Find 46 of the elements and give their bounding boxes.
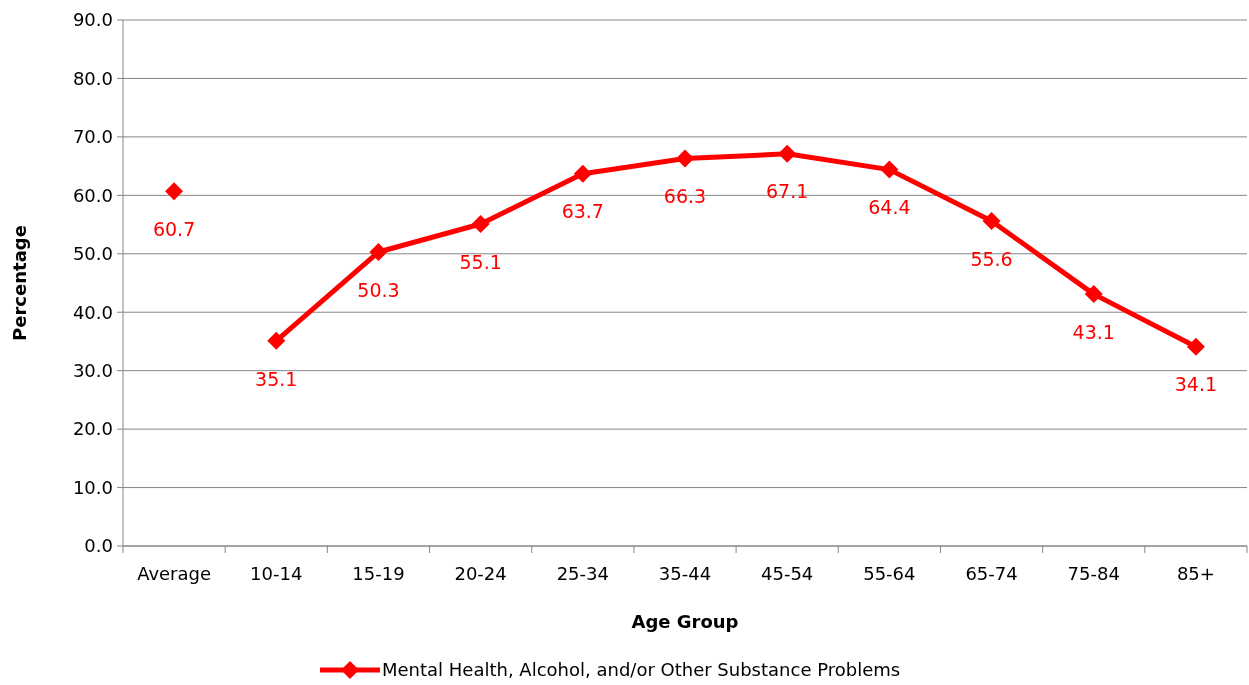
x-tick-label: Average [137,563,212,584]
point [880,160,899,179]
y-tick-label: 30.0 [72,359,113,381]
data-label: 63.7 [561,200,604,223]
x-tick-label: 55-64 [863,563,916,584]
point [165,182,184,201]
legend-label: Mental Health, Alcohol, and/or Other Substance Problems [382,659,901,681]
y-tick-label: 40.0 [72,301,113,323]
data-label: 66.3 [663,185,707,208]
y-tick-label: 0.0 [84,535,113,557]
x-axis-title: Age Group [631,611,739,632]
data-label: 50.3 [357,278,400,301]
data-label: 60.7 [152,217,196,240]
point [982,212,1001,231]
x-tick-label: 20-24 [454,563,507,584]
data-label: 64.4 [868,196,911,219]
y-tick-label: 20.0 [72,418,113,440]
point [1186,337,1205,356]
x-tick-label: 25-34 [556,563,609,584]
y-tick-label: 10.0 [72,476,113,498]
point [778,144,797,163]
point [471,214,490,233]
x-tick-label: 75-84 [1067,563,1120,584]
data-label: 34.1 [1174,373,1218,396]
data-label: 43.1 [1072,320,1115,343]
point [369,243,388,262]
x-tick-label: 15-19 [352,563,405,584]
x-tick-label: 45-54 [761,563,814,584]
x-tick-label: 65-74 [965,563,1018,584]
point [1084,285,1103,304]
data-label: 55.6 [970,247,1013,270]
y-axis-title: Percentage [9,225,30,341]
point [676,149,694,168]
x-tick-label: 10-14 [250,563,303,584]
y-tick-label: 70.0 [72,126,113,148]
data-label: 55.1 [459,250,502,273]
data-label: 35.1 [255,367,298,390]
point [573,164,592,183]
data-label: 67.1 [766,180,809,203]
y-tick-label: 80.0 [72,67,113,89]
y-tick-label: 60.0 [72,184,113,206]
point [267,331,286,350]
x-tick-label: 35-44 [658,563,712,584]
y-tick-label: 90.0 [72,9,113,31]
x-tick-label: 85+ [1176,563,1215,584]
y-tick-label: 50.0 [72,243,113,265]
